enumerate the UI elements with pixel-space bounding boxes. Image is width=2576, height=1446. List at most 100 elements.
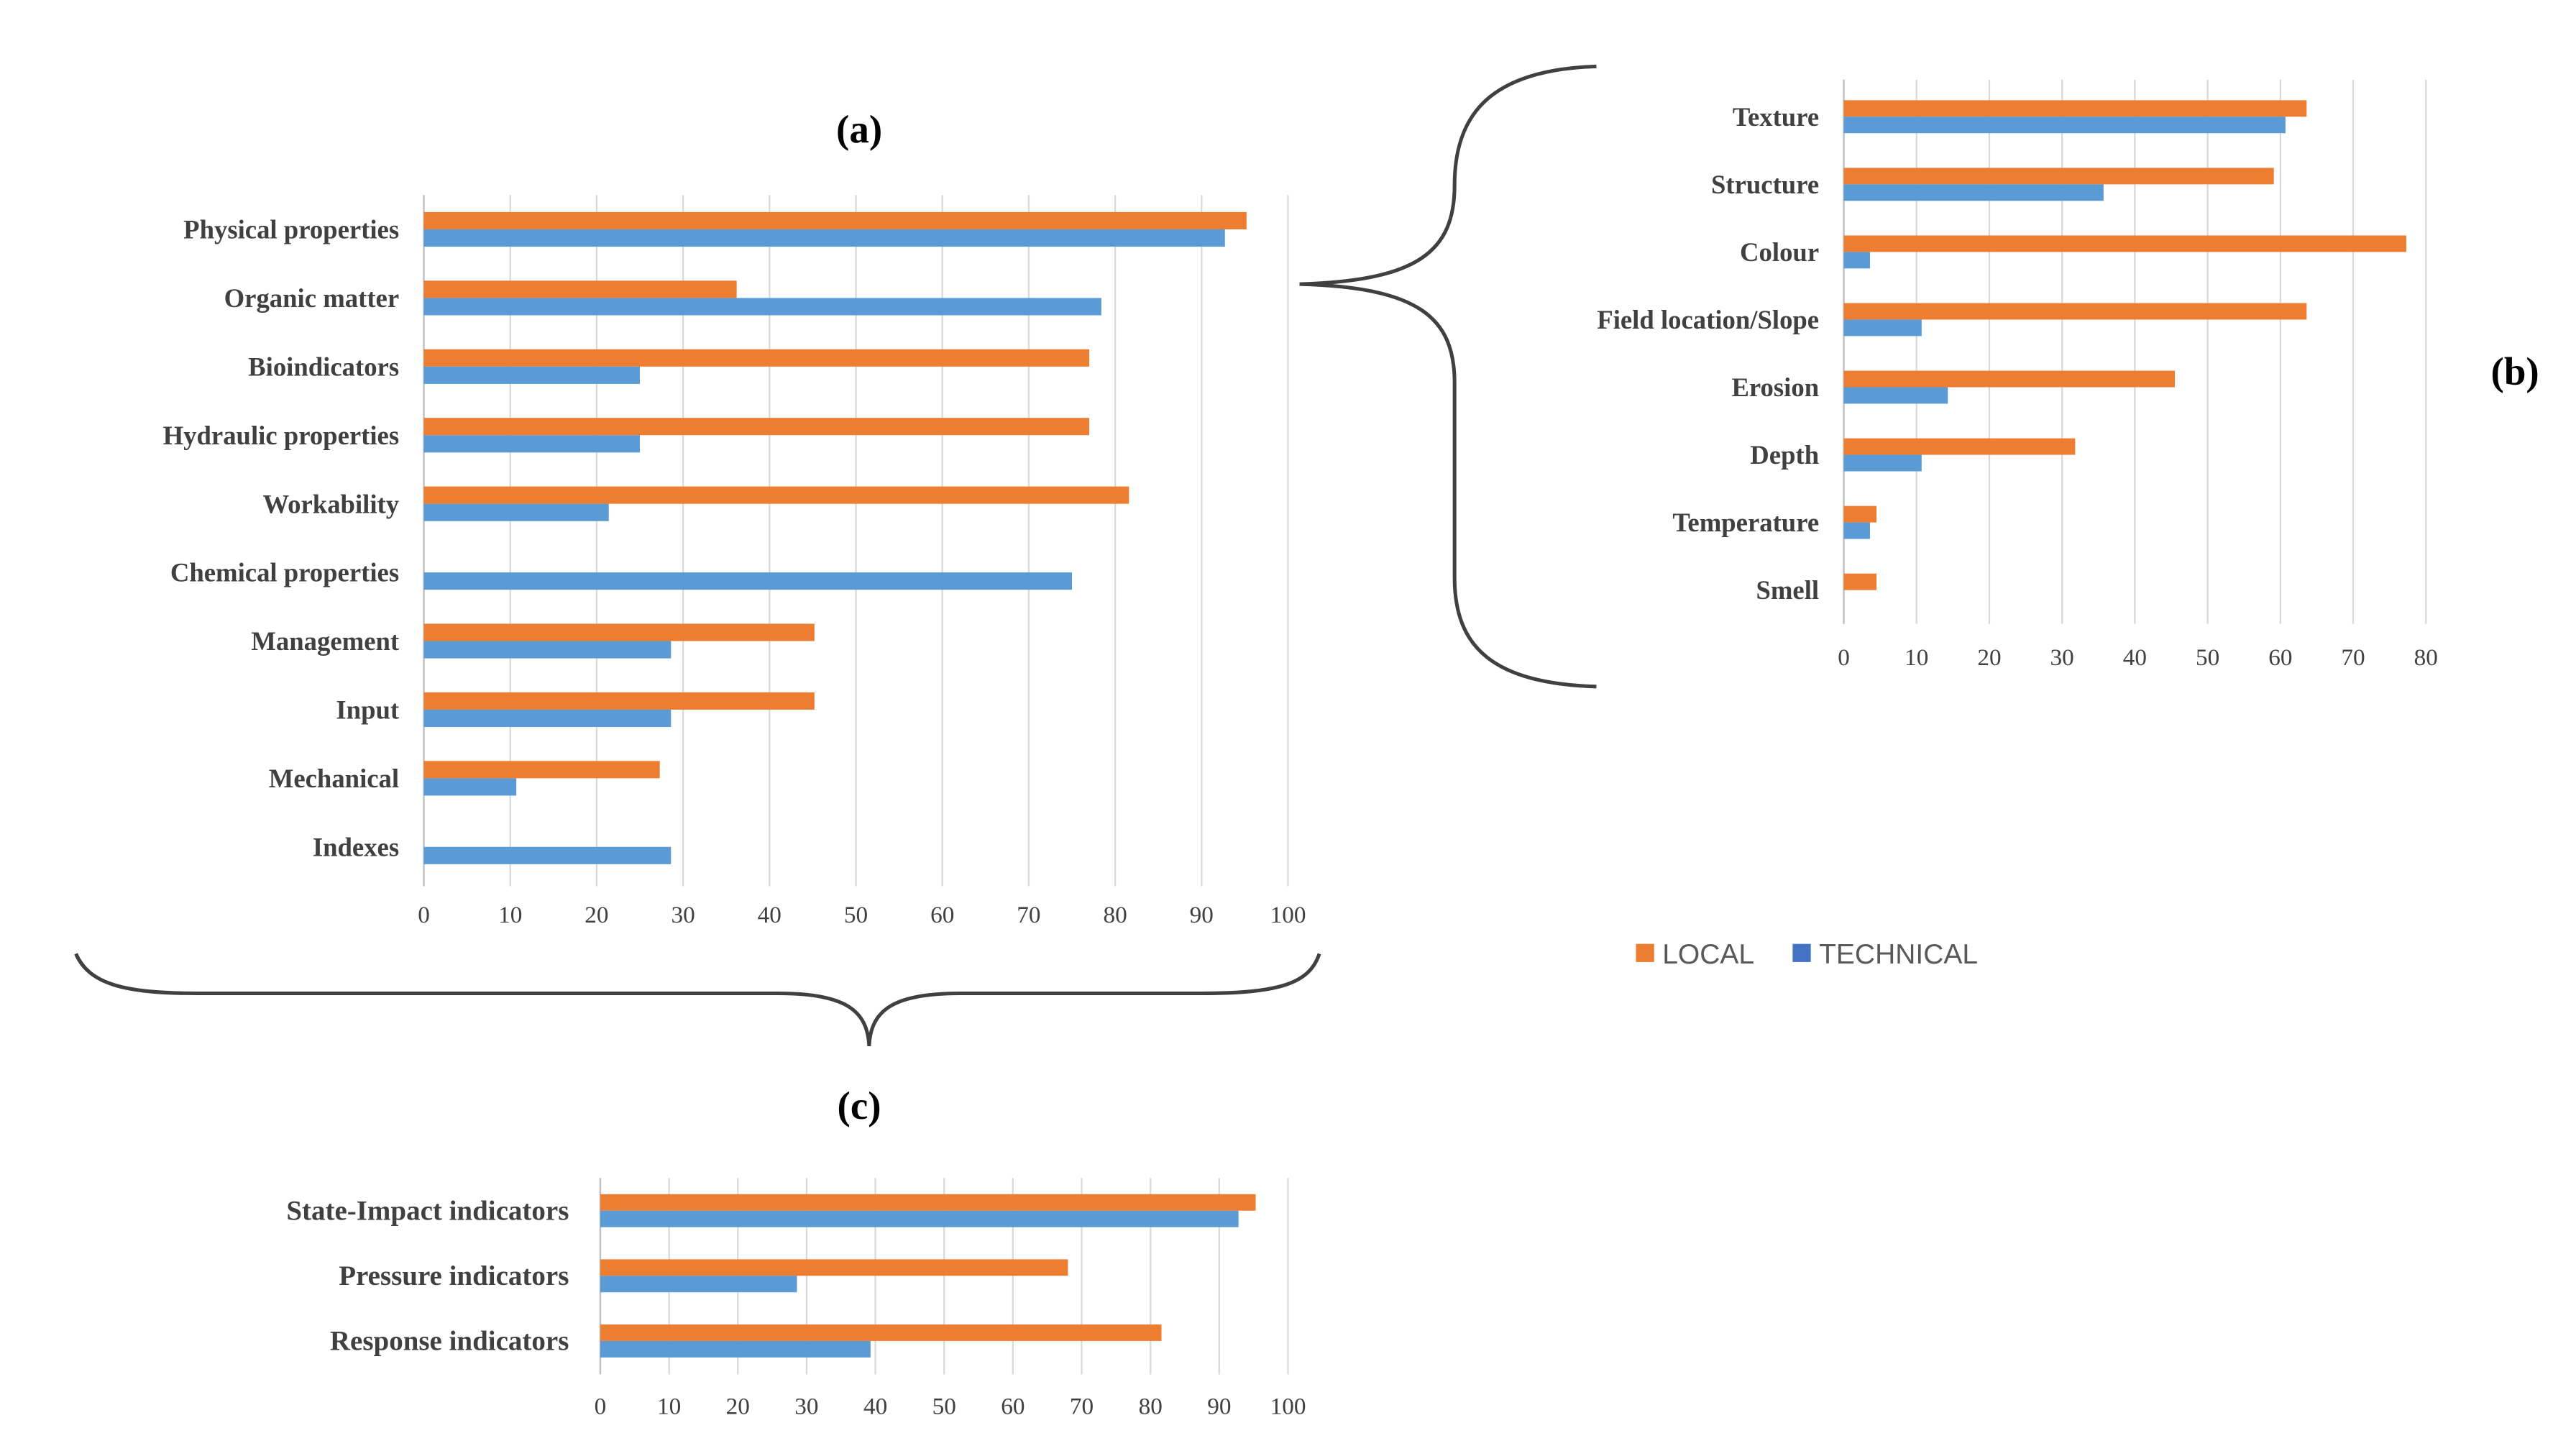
category-label-a-1: Organic matter xyxy=(224,283,399,313)
x-tick-label-a-100: 100 xyxy=(1270,902,1306,928)
category-label-a-9: Indexes xyxy=(313,832,399,861)
bar-technical-a-6 xyxy=(423,641,671,659)
bar-local-a-4 xyxy=(423,486,1129,504)
x-tick-label-a-20: 20 xyxy=(585,902,608,928)
x-tick-label-b-80: 80 xyxy=(2414,644,2438,671)
bar-local-c-1 xyxy=(600,1259,1068,1276)
category-label-a-8: Mechanical xyxy=(269,764,399,793)
panel-label-a: (a) xyxy=(836,107,882,151)
bar-technical-a-7 xyxy=(423,709,671,728)
bar-local-a-8 xyxy=(423,761,660,779)
legend-technical-label: TECHNICAL xyxy=(1819,939,1978,970)
category-label-c-0: State-Impact indicators xyxy=(286,1195,569,1226)
bar-technical-b-1 xyxy=(1843,184,2104,201)
bar-local-b-1 xyxy=(1843,168,2274,185)
bar-local-b-4 xyxy=(1843,370,2176,388)
x-tick-label-b-60: 60 xyxy=(2268,644,2292,671)
bar-local-a-3 xyxy=(423,418,1090,436)
x-tick-label-a-60: 60 xyxy=(930,902,954,928)
x-tick-label-a-50: 50 xyxy=(844,902,868,928)
x-tick-label-b-20: 20 xyxy=(1977,644,2001,671)
x-tick-label-a-80: 80 xyxy=(1103,902,1127,928)
category-label-a-2: Bioindicators xyxy=(248,352,399,381)
bar-technical-b-5 xyxy=(1843,454,1922,472)
bar-local-b-2 xyxy=(1843,235,2406,252)
category-label-b-4: Erosion xyxy=(1731,372,1819,402)
bar-local-a-1 xyxy=(423,280,737,298)
bar-technical-c-0 xyxy=(600,1210,1239,1227)
x-tick-label-b-30: 30 xyxy=(2050,644,2074,671)
panel-label-b: (b) xyxy=(2490,349,2539,393)
legend: LOCAL TECHNICAL xyxy=(1636,939,1978,970)
bar-technical-a-2 xyxy=(423,366,641,384)
bar-local-b-0 xyxy=(1843,100,2307,117)
x-tick-label-b-0: 0 xyxy=(1838,644,1850,671)
bar-technical-a-8 xyxy=(423,778,517,796)
bar-technical-a-1 xyxy=(423,298,1101,316)
bar-technical-a-3 xyxy=(423,435,641,453)
bar-technical-c-1 xyxy=(600,1276,797,1293)
x-tick-label-c-80: 80 xyxy=(1139,1393,1163,1419)
panel-label-c: (c) xyxy=(838,1084,881,1127)
category-label-b-3: Field location/Slope xyxy=(1597,305,1819,334)
x-tick-label-a-0: 0 xyxy=(418,902,430,928)
legend-local-label: LOCAL xyxy=(1662,939,1754,970)
legend-technical-swatch xyxy=(1792,943,1811,962)
x-tick-label-a-10: 10 xyxy=(498,902,522,928)
chart-a: 0 10 20 30 40 50 60 70 80 90 100 Physical propertie… xyxy=(163,195,1306,928)
brace-right-icon xyxy=(1299,64,1597,689)
category-label-a-0: Physical properties xyxy=(183,215,399,244)
bar-technical-b-4 xyxy=(1843,387,1948,404)
x-tick-label-c-100: 100 xyxy=(1270,1393,1306,1419)
bar-local-c-0 xyxy=(600,1194,1256,1211)
chart-b: 0 10 20 30 40 50 60 70 80 Texture Structure Colour F… xyxy=(1597,79,2438,671)
x-tick-label-b-40: 40 xyxy=(2123,644,2147,671)
category-label-a-6: Management xyxy=(251,626,400,656)
category-label-b-7: Smell xyxy=(1756,575,1819,605)
bar-local-b-5 xyxy=(1843,438,2076,455)
x-tick-label-c-10: 10 xyxy=(657,1393,681,1419)
x-tick-label-c-40: 40 xyxy=(863,1393,887,1419)
legend-local-swatch xyxy=(1636,943,1654,962)
category-label-b-0: Texture xyxy=(1733,102,1819,132)
chart-c: 0 10 20 30 40 50 60 70 80 90 100 State-Impact indic… xyxy=(286,1178,1306,1419)
category-label-c-1: Pressure indicators xyxy=(339,1260,569,1291)
category-label-b-6: Temperature xyxy=(1672,508,1819,537)
x-tick-label-c-20: 20 xyxy=(726,1393,750,1419)
x-tick-label-c-30: 30 xyxy=(794,1393,818,1419)
category-label-b-1: Structure xyxy=(1711,170,1819,199)
bar-local-b-7 xyxy=(1843,573,1877,590)
x-tick-label-c-60: 60 xyxy=(1001,1393,1025,1419)
bar-local-b-3 xyxy=(1843,303,2307,320)
bar-technical-b-6 xyxy=(1843,522,1870,539)
bar-technical-b-2 xyxy=(1843,252,1870,269)
bar-local-a-2 xyxy=(423,349,1090,367)
bar-local-c-2 xyxy=(600,1324,1162,1341)
bar-local-b-6 xyxy=(1843,505,1877,523)
category-label-a-4: Workability xyxy=(263,489,400,518)
category-label-b-5: Depth xyxy=(1750,440,1819,470)
category-label-a-5: Chemical properties xyxy=(170,558,399,587)
bar-technical-b-3 xyxy=(1843,319,1922,337)
x-tick-label-a-40: 40 xyxy=(758,902,781,928)
bar-technical-a-9 xyxy=(423,846,671,864)
bar-technical-a-0 xyxy=(423,229,1225,247)
x-tick-label-a-30: 30 xyxy=(671,902,695,928)
category-label-c-2: Response indicators xyxy=(330,1326,569,1357)
bar-local-a-6 xyxy=(423,623,815,641)
category-label-b-2: Colour xyxy=(1740,237,1819,267)
x-tick-label-c-70: 70 xyxy=(1070,1393,1094,1419)
bar-technical-c-2 xyxy=(600,1340,871,1358)
category-label-a-3: Hydraulic properties xyxy=(163,421,399,450)
bar-local-a-7 xyxy=(423,692,815,710)
brace-bottom-icon xyxy=(74,953,1321,1047)
x-tick-label-b-10: 10 xyxy=(1905,644,1928,671)
x-tick-label-a-70: 70 xyxy=(1017,902,1040,928)
x-tick-label-c-0: 0 xyxy=(595,1393,607,1419)
bar-technical-a-5 xyxy=(423,572,1073,590)
x-tick-label-c-50: 50 xyxy=(932,1393,956,1419)
x-tick-label-b-50: 50 xyxy=(2196,644,2219,671)
category-label-a-7: Input xyxy=(336,695,399,725)
